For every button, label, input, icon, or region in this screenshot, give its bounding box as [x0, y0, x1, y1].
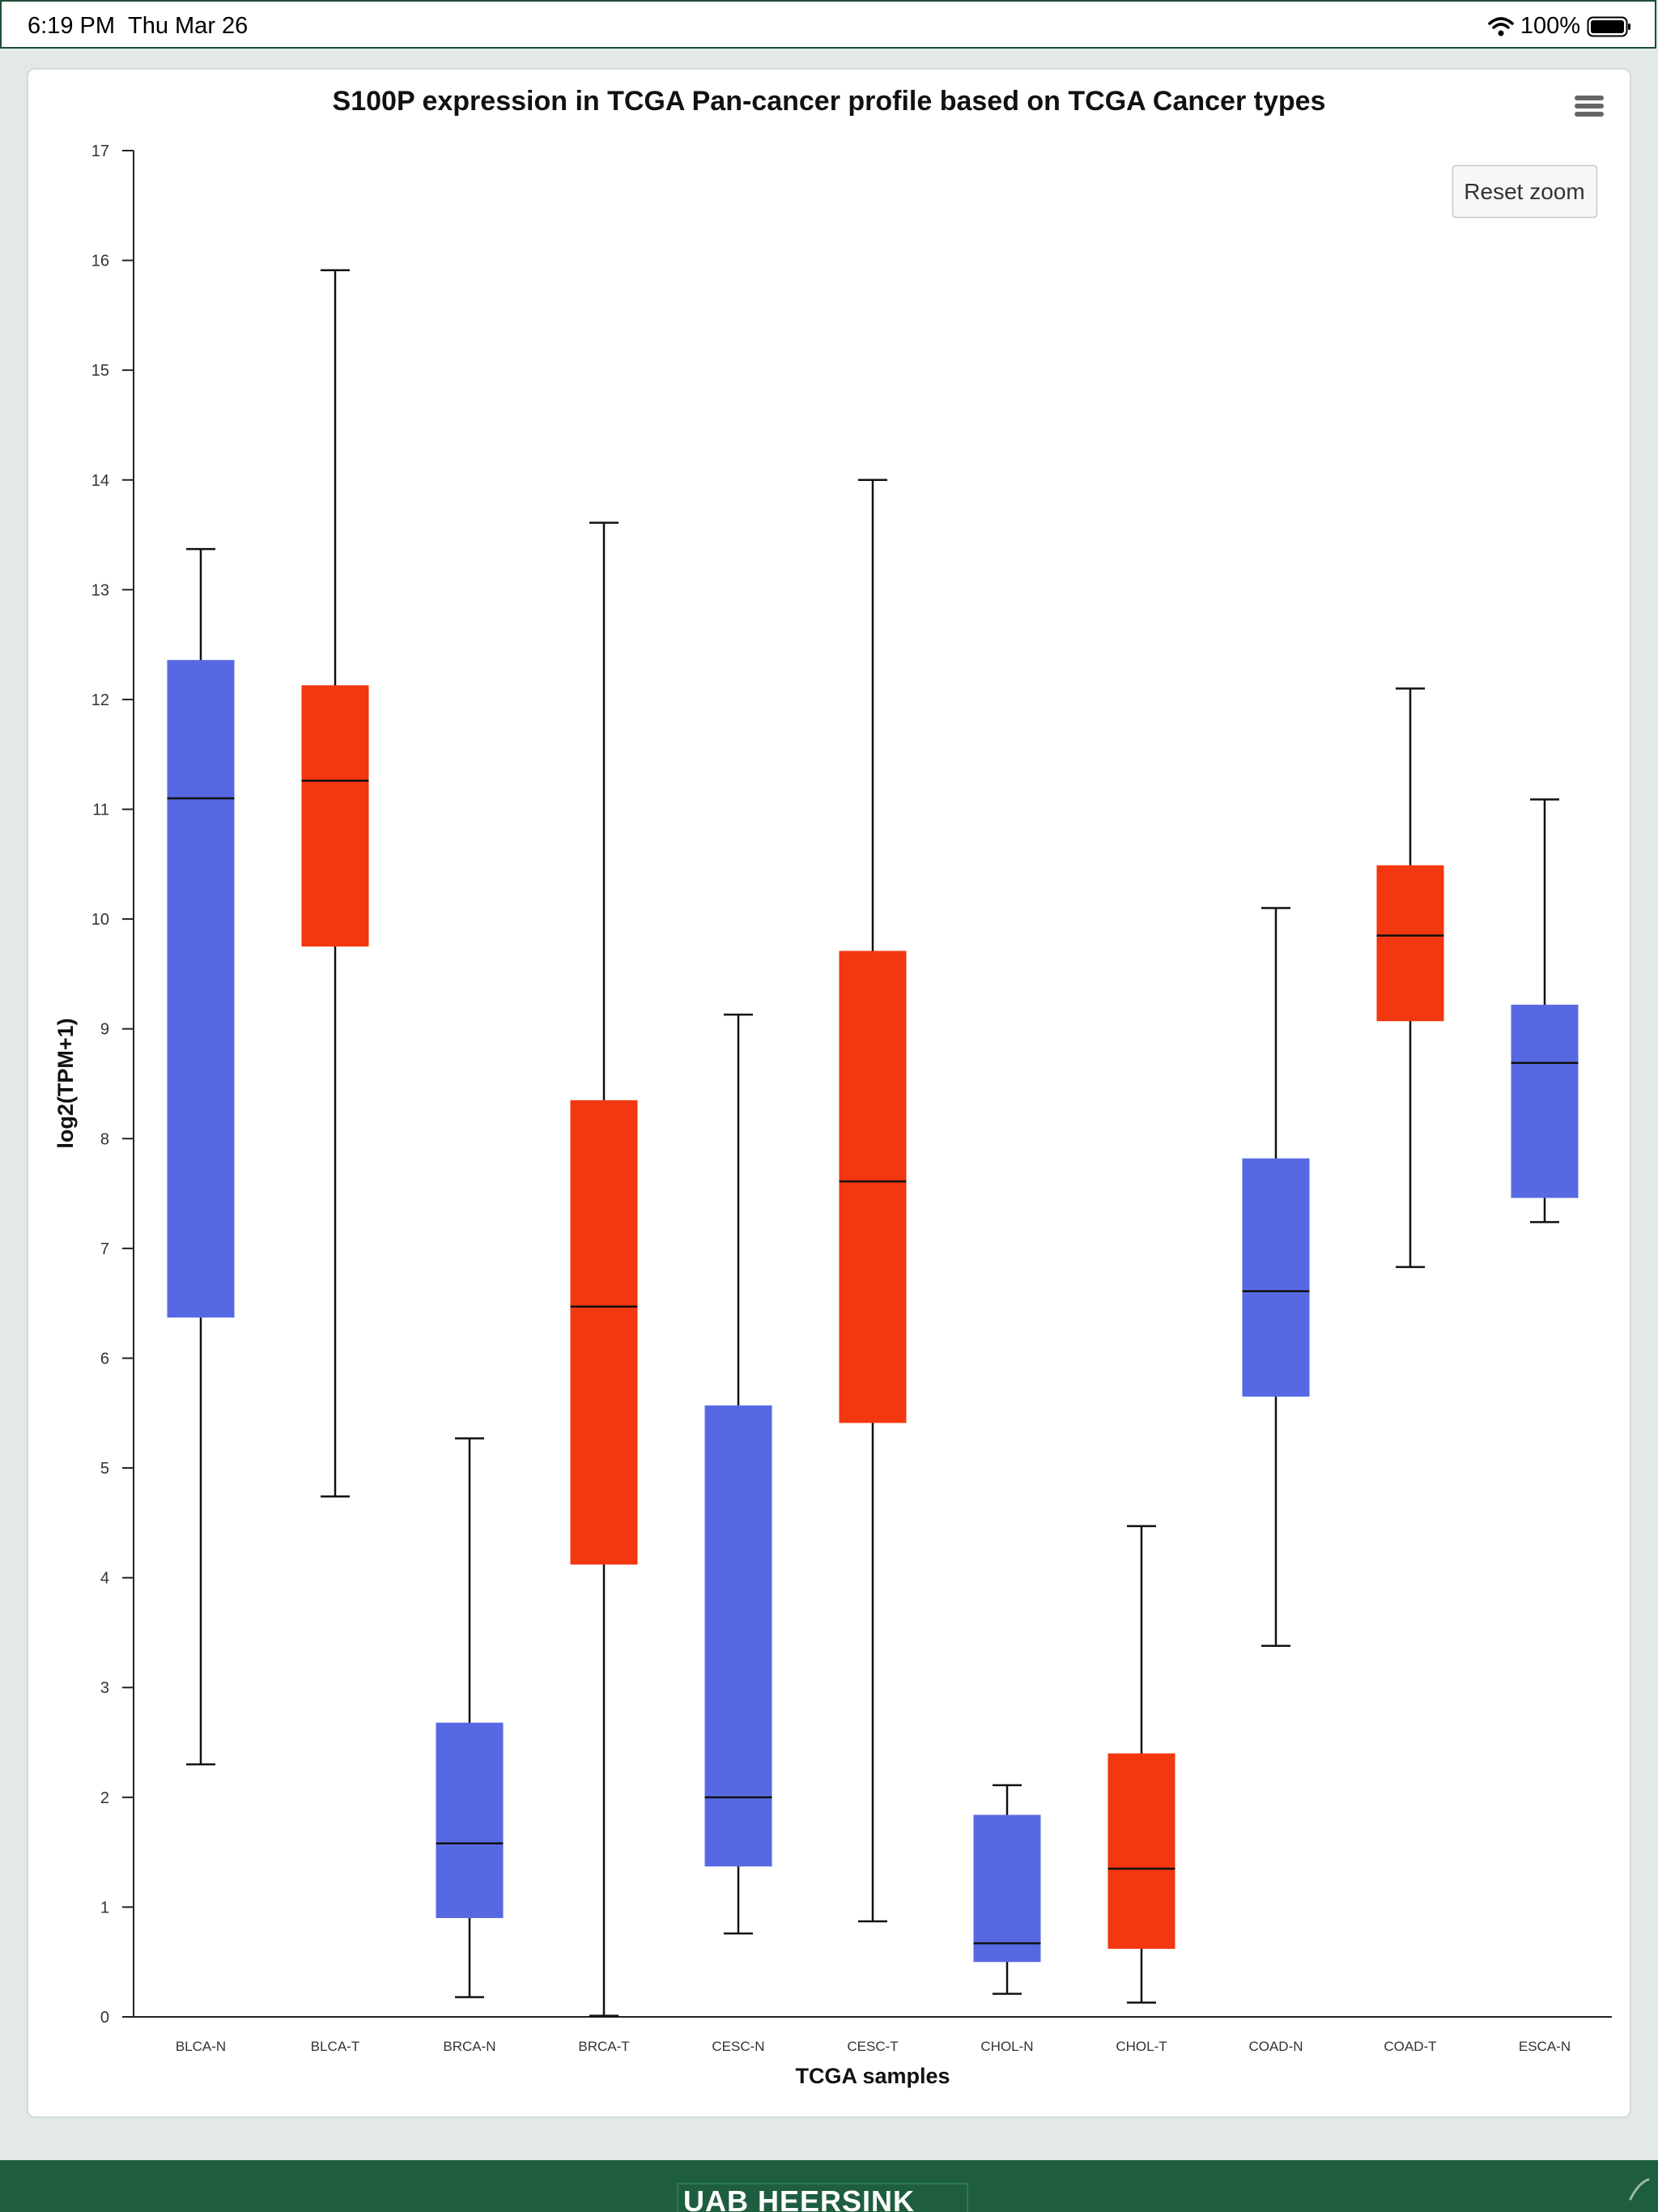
x-tick-label: CHOL-N [980, 2039, 1033, 2054]
y-tick-label: 15 [91, 362, 109, 380]
box-BRCA-N [436, 1437, 504, 1998]
box-CESC-T [839, 479, 907, 1923]
box-body [167, 660, 235, 1318]
resize-handle-icon [1629, 2178, 1650, 2201]
y-tick-label: 6 [100, 1350, 109, 1368]
box-ESCA-N [1511, 798, 1579, 1223]
status-date: Thu Mar 26 [128, 13, 249, 39]
y-tick-label: 7 [100, 1240, 109, 1258]
chart-title: S100P expression in TCGA Pan-cancer prof… [333, 86, 1326, 117]
y-axis-label: log2(TPM+1) [53, 1018, 78, 1148]
x-axis-label: TCGA samples [795, 2064, 950, 2088]
status-time: 6:19 PM [28, 13, 115, 39]
x-tick-label: CESC-T [847, 2039, 898, 2054]
footer-brand: UAB HEERSINK [677, 2183, 968, 2212]
footer-bar: UAB HEERSINK [0, 2160, 1658, 2212]
chart-card: S100P expression in TCGA Pan-cancer prof… [27, 68, 1631, 2118]
y-tick-label: 4 [100, 1570, 109, 1588]
box-BRCA-T [570, 521, 638, 2017]
x-tick-label: ESCA-N [1519, 2039, 1571, 2054]
x-tick-label: CESC-N [712, 2039, 764, 2054]
box-body [1511, 1004, 1579, 1198]
box-CHOL-T [1107, 1525, 1175, 2004]
hamburger-menu-icon[interactable] [1575, 96, 1604, 117]
y-tick-label: 17 [91, 143, 109, 160]
y-tick-label: 9 [100, 1021, 109, 1039]
x-tick-label: BRCA-T [578, 2039, 629, 2054]
x-tick-label: BRCA-N [443, 2039, 495, 2054]
box-body [301, 685, 369, 947]
y-tick-label: 16 [91, 253, 109, 270]
y-tick-label: 12 [91, 691, 109, 709]
y-tick-label: 2 [100, 1789, 109, 1807]
y-tick-label: 14 [91, 472, 109, 490]
x-tick-label: COAD-N [1248, 2039, 1303, 2054]
y-tick-label: 0 [100, 2009, 109, 2027]
reset-zoom-button[interactable]: Reset zoom [1452, 164, 1598, 219]
box-body [1376, 865, 1444, 1022]
box-body [570, 1100, 638, 1565]
box-body [436, 1722, 504, 1918]
box-BLCA-T [301, 269, 369, 1498]
wifi-icon [1488, 16, 1514, 36]
x-tick-label: CHOL-T [1116, 2039, 1167, 2054]
box-BLCA-N [167, 547, 235, 1766]
y-tick-label: 13 [91, 581, 109, 599]
box-body [973, 1814, 1041, 1963]
box-COAD-T [1376, 687, 1444, 1269]
y-tick-label: 10 [91, 911, 109, 929]
y-tick-label: 11 [92, 802, 109, 819]
battery-percent: 100% [1520, 13, 1580, 39]
chart-svg: S100P expression in TCGA Pan-cancer prof… [53, 86, 1612, 2088]
y-tick-label: 1 [100, 1899, 109, 1916]
box-CESC-N [704, 1013, 772, 1935]
y-tick-label: 8 [100, 1130, 109, 1148]
reset-zoom-label: Reset zoom [1464, 179, 1584, 204]
status-right: 100% [1488, 13, 1632, 40]
box-COAD-N [1242, 907, 1310, 1647]
status-bar: 6:19 PM Thu Mar 26 100% [0, 0, 1656, 49]
battery-icon [1587, 16, 1630, 36]
box-body [1107, 1753, 1175, 1949]
box-body [704, 1405, 772, 1867]
x-tick-label: COAD-T [1384, 2039, 1436, 2054]
box-CHOL-N [973, 1784, 1041, 1995]
chart-boxes [167, 269, 1579, 2017]
y-tick-label: 5 [100, 1460, 109, 1478]
x-tick-label: BLCA-T [311, 2039, 359, 2054]
y-tick-label: 3 [100, 1679, 109, 1697]
x-tick-label: BLCA-N [176, 2039, 226, 2054]
box-body [1242, 1158, 1310, 1397]
box-body [839, 951, 907, 1423]
